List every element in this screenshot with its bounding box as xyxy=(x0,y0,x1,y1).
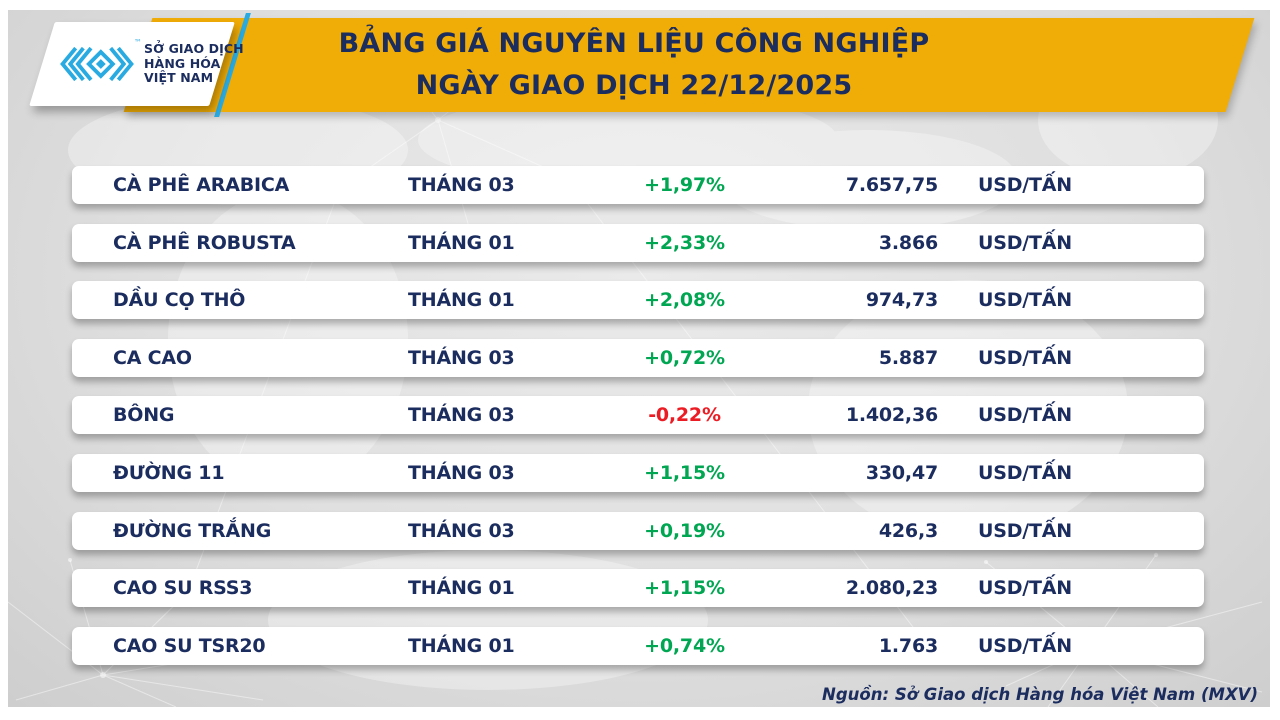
price-unit: USD/TẤN xyxy=(978,404,1072,427)
price-unit: USD/TẤN xyxy=(978,289,1072,312)
price-row: BÔNG THÁNG 03 -0,22% 1.402,36 USD/TẤN xyxy=(72,396,1204,435)
commodity-name: ĐƯỜNG 11 xyxy=(113,461,225,484)
commodity-name: CA CAO xyxy=(113,346,192,369)
price-value: 7.657,75 xyxy=(845,174,938,196)
change-percent: +2,08% xyxy=(644,289,725,312)
contract-month: THÁNG 03 xyxy=(408,346,515,369)
change-percent: +0,19% xyxy=(644,519,725,542)
price-unit: USD/TẤN xyxy=(978,577,1072,600)
price-value: 2.080,23 xyxy=(845,577,938,600)
contract-month: THÁNG 03 xyxy=(408,461,515,484)
change-percent: +0,72% xyxy=(644,346,725,369)
price-row: CAO SU RSS3 THÁNG 01 +1,15% 2.080,23 USD/TẤN xyxy=(72,569,1204,608)
price-row: CÀ PHÊ ROBUSTA THÁNG 01 +2,33% 3.866 USD/TẤN xyxy=(72,223,1204,262)
change-percent: +0,74% xyxy=(644,634,725,657)
change-percent: +1,15% xyxy=(644,577,725,600)
price-row: CA CAO THÁNG 03 +0,72% 5.887 USD/TẤN xyxy=(72,338,1204,377)
price-value: 1.402,36 xyxy=(845,404,938,427)
board-title-line1: BẢNG GIÁ NGUYÊN LIỆU CÔNG NGHIỆP xyxy=(338,28,930,59)
contract-month: THÁNG 03 xyxy=(408,174,515,196)
price-value: 330,47 xyxy=(865,461,938,484)
logo-text-line1: SỞ GIAO DỊCH xyxy=(144,41,244,57)
contract-month: THÁNG 03 xyxy=(408,404,515,427)
price-row: CÀ PHÊ ARABICA THÁNG 03 +1,97% 7.657,75 USD/… xyxy=(72,166,1204,204)
change-percent: +1,97% xyxy=(644,174,725,196)
price-row: DẦU CỌ THÔ THÁNG 01 +2,08% 974,73 USD/TẤN xyxy=(72,281,1204,320)
price-unit: USD/TẤN xyxy=(978,231,1072,254)
price-table: CÀ PHÊ ARABICA THÁNG 03 +1,97% 7.657,75 USD/… xyxy=(72,166,1204,684)
board-title-line2: NGÀY GIAO DỊCH 22/12/2025 xyxy=(415,70,853,101)
commodity-name: CAO SU TSR20 xyxy=(113,634,266,657)
mxv-logo-icon xyxy=(60,46,134,82)
price-row: CAO SU TSR20 THÁNG 01 +0,74% 1.763 USD/TẤN xyxy=(72,626,1204,665)
logo-text-line2: HÀNG HÓA xyxy=(144,55,221,71)
price-value: 974,73 xyxy=(865,289,938,312)
commodity-name: DẦU CỌ THÔ xyxy=(113,289,246,312)
change-percent: +1,15% xyxy=(644,461,725,484)
price-row: ĐƯỜNG 11 THÁNG 03 +1,15% 330,47 USD/TẤN xyxy=(72,453,1204,492)
price-value: 3.866 xyxy=(878,231,938,254)
mxv-logo-plate: ™ SỞ GIAO DỊCH HÀNG HÓA VIỆT NAM xyxy=(29,22,244,106)
commodity-name: ĐƯỜNG TRẮNG xyxy=(113,519,272,542)
price-value: 5.887 xyxy=(878,346,938,369)
contract-month: THÁNG 03 xyxy=(408,519,515,542)
price-value: 426,3 xyxy=(878,519,938,542)
price-unit: USD/TẤN xyxy=(978,519,1072,542)
price-unit: USD/TẤN xyxy=(978,174,1072,196)
logo-text-line3: VIỆT NAM xyxy=(144,70,214,86)
contract-month: THÁNG 01 xyxy=(408,634,515,657)
price-unit: USD/TẤN xyxy=(978,461,1072,484)
contract-month: THÁNG 01 xyxy=(408,289,515,312)
change-percent: -0,22% xyxy=(648,404,721,427)
contract-month: THÁNG 01 xyxy=(408,577,515,600)
commodity-name: CAO SU RSS3 xyxy=(113,577,253,600)
commodity-name: CÀ PHÊ ARABICA xyxy=(113,174,290,196)
change-percent: +2,33% xyxy=(644,231,725,254)
commodity-name: BÔNG xyxy=(113,404,175,427)
contract-month: THÁNG 01 xyxy=(408,231,515,254)
price-row: ĐƯỜNG TRẮNG THÁNG 03 +0,19% 426,3 USD/TẤN xyxy=(72,511,1204,550)
trademark-symbol: ™ xyxy=(134,38,142,47)
source-note: Nguồn: Sở Giao dịch Hàng hóa Việt Nam (M… xyxy=(822,685,1258,704)
commodity-name: CÀ PHÊ ROBUSTA xyxy=(113,231,296,254)
header-banner: BẢNG GIÁ NGUYÊN LIỆU CÔNG NGHIỆP NGÀY GI… xyxy=(123,18,1255,112)
price-value: 1.763 xyxy=(878,634,938,657)
price-unit: USD/TẤN xyxy=(978,346,1072,369)
price-unit: USD/TẤN xyxy=(978,634,1072,657)
